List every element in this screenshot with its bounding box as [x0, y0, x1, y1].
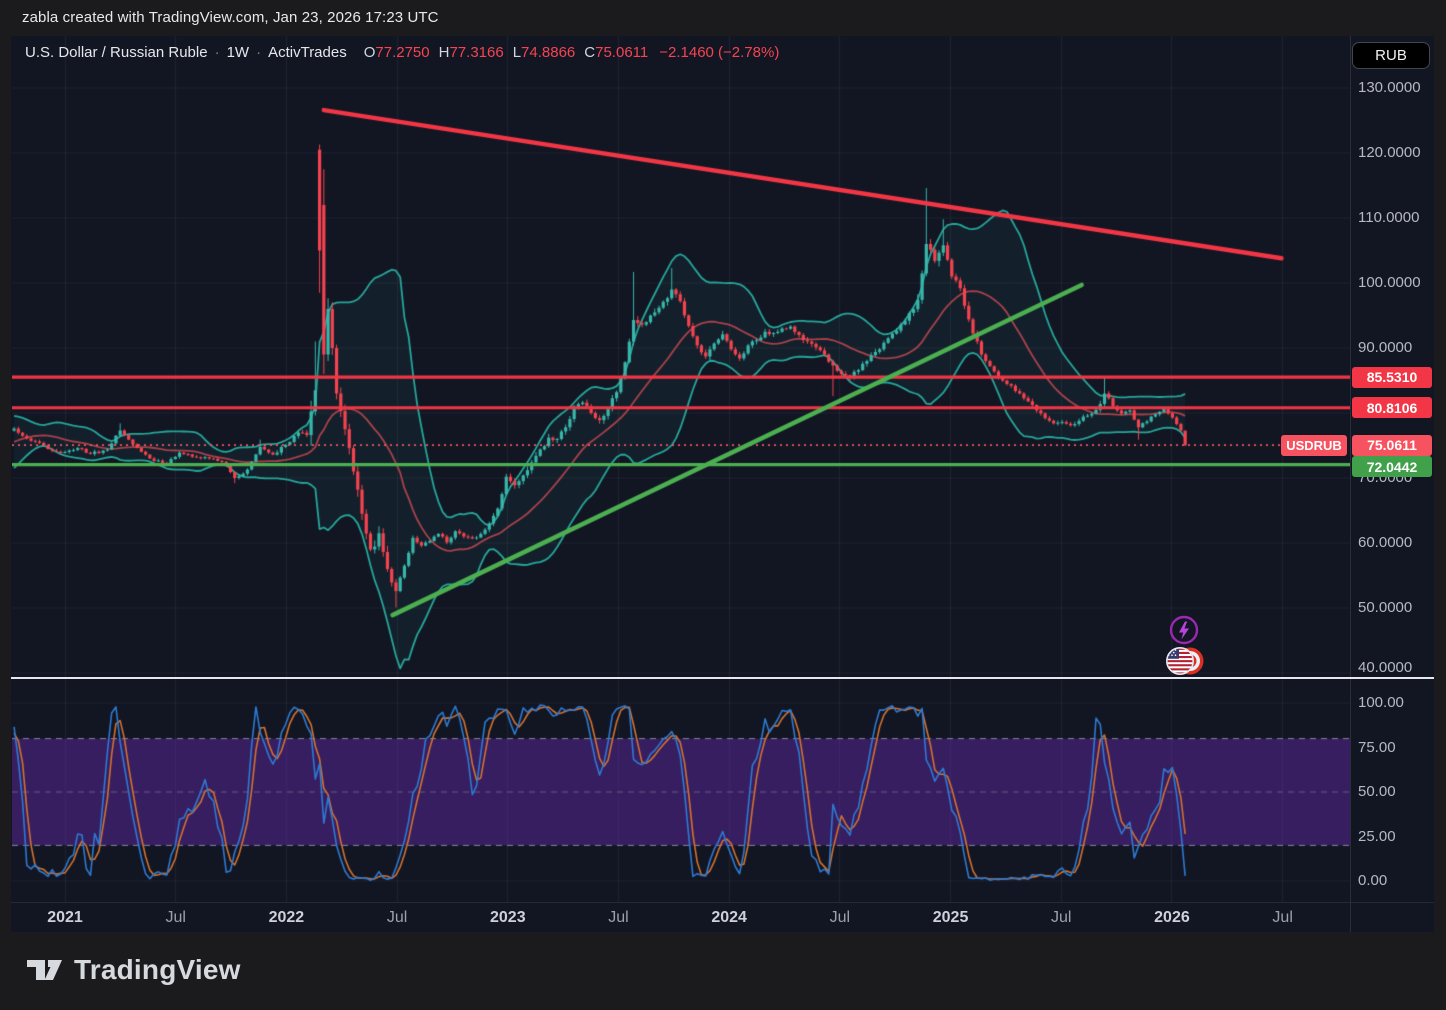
attribution-text: zabla created with TradingView.com, Jan … — [22, 9, 439, 26]
stochastic-pane-canvas[interactable] — [12, 679, 1350, 902]
time-label: 2024 — [711, 909, 747, 926]
last-price-label: 75.0611 — [1352, 434, 1432, 456]
time-label: Jul — [386, 909, 408, 926]
time-label: Jul — [1051, 909, 1072, 926]
price-line-label: 72.0442 — [1352, 456, 1432, 478]
time-label: 2022 — [268, 909, 305, 926]
price-line-label: 80.8106 — [1352, 397, 1432, 419]
price-tick: 130.0000 — [1358, 79, 1421, 96]
time-label: 2021 — [47, 909, 83, 926]
ohlc-item: H77.3166 — [438, 44, 504, 61]
price-tick: 60.0000 — [1358, 534, 1413, 551]
tradingview-logo[interactable]: TradingView — [24, 954, 241, 986]
boost-icon[interactable] — [1168, 614, 1200, 651]
price-tick: 40.0000 — [1358, 658, 1413, 676]
chart-legend: U.S. Dollar / Russian Ruble · 1W · Activ… — [25, 44, 779, 61]
indicator-tick: 0.00 — [1358, 872, 1388, 889]
pane-separator[interactable] — [11, 677, 1434, 679]
price-scale[interactable] — [1350, 36, 1434, 932]
time-label: 2026 — [1154, 909, 1190, 926]
price-tick: 110.0000 — [1358, 209, 1420, 226]
tradingview-logo-glyph — [27, 960, 62, 980]
time-label: Jul — [608, 909, 629, 926]
legend-separator: · — [214, 44, 220, 61]
price-tick: 120.0000 — [1358, 144, 1421, 161]
time-label: Jul — [829, 909, 851, 926]
ohlc-item: O77.2750 — [363, 44, 430, 61]
data-feed-label: ActivTrades — [268, 44, 347, 61]
ohlc-item: L74.8866 — [512, 44, 576, 61]
price-line-label: 85.5310 — [1352, 366, 1432, 388]
indicator-tick: 75.00 — [1358, 738, 1396, 756]
price-tick: 90.0000 — [1358, 339, 1413, 356]
symbol-flags-icon[interactable] — [1163, 644, 1207, 683]
time-label: Jul — [165, 909, 186, 926]
symbol-title[interactable]: U.S. Dollar / Russian Ruble — [25, 44, 208, 61]
ohlc-item: C75.0611 — [584, 44, 649, 61]
price-tick: 50.0000 — [1358, 599, 1413, 616]
price-tick: 100.0000 — [1358, 274, 1421, 291]
change-value: −2.1460 (−2.78%) — [659, 44, 780, 61]
tradingview-logo-text: TradingView — [74, 954, 241, 985]
legend-separator: · — [256, 44, 262, 61]
indicator-tick: 50.00 — [1358, 783, 1396, 800]
indicator-tick: 25.00 — [1358, 827, 1396, 845]
currency-toggle-button[interactable]: RUB — [1352, 42, 1430, 69]
indicator-tick: 100.00 — [1358, 694, 1404, 711]
attribution-bar: zabla created with TradingView.com, Jan … — [0, 0, 1446, 36]
time-scale[interactable]: 2021 Jul 2022 Jul 2023 Jul 2024 Jul 2025 Jul 2026 J… — [11, 903, 1350, 932]
time-label: Jul — [1272, 909, 1293, 926]
time-label: 2023 — [490, 909, 526, 926]
time-axis-border — [11, 902, 1434, 903]
footer-bar: TradingView — [0, 932, 1446, 1010]
price-pane-canvas[interactable] — [12, 36, 1350, 677]
ohlc-values: O77.2750 H77.3166 L74.8866 C75.0611 — [364, 44, 649, 61]
chart-widget: U.S. Dollar / Russian Ruble · 1W · Activ… — [11, 36, 1434, 932]
interval-label[interactable]: 1W — [226, 44, 250, 61]
time-label: 2025 — [932, 909, 969, 926]
symbol-tag-label: USDRUB — [1281, 434, 1347, 456]
